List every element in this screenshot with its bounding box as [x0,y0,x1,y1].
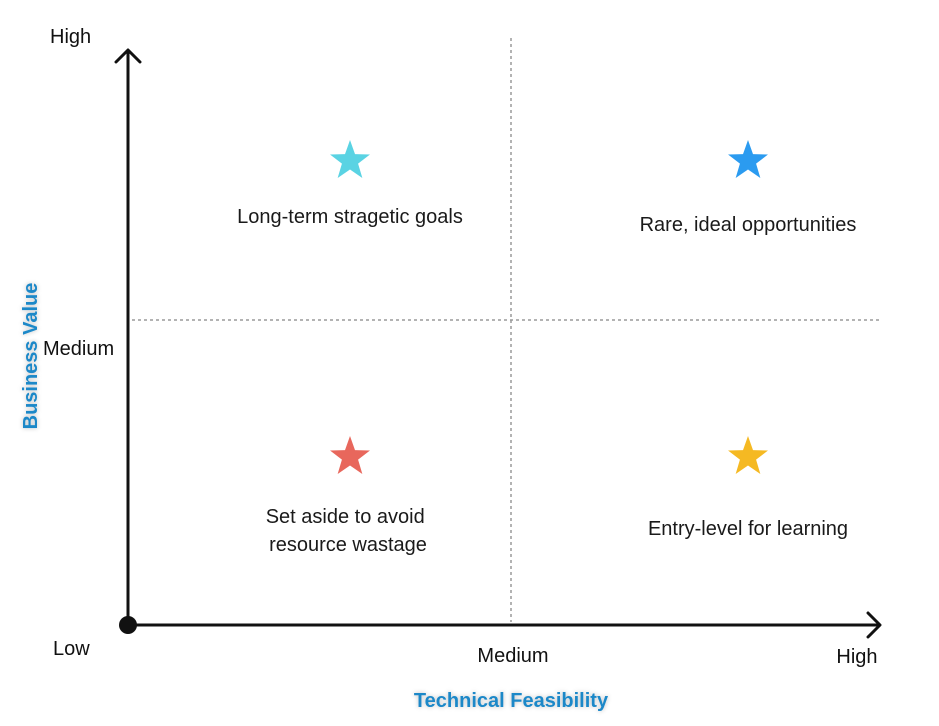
star-icon-bottom-right [728,436,768,474]
star-icon-top-right [728,140,768,178]
star-icon-bottom-left [330,436,370,474]
star-shape [330,436,370,474]
quadrant-label-top-left: Long-term stragetic goals [237,206,463,228]
x-axis-arrow-icon [866,611,882,639]
x-tick-high: High [836,646,877,668]
y-tick-medium: Medium [43,338,114,360]
quadrant-label-top-right: Rare, ideal opportunities [640,214,857,236]
quadrant-label-bottom-right: Entry-level for learning [648,518,848,540]
star-icon-top-left [330,140,370,178]
star-shape [330,140,370,178]
quadrant-label-bottom-left: Set aside to avoid resource wastage [266,506,431,556]
x-tick-medium: Medium [477,645,548,667]
y-axis-title: Business Value [20,283,42,430]
y-axis-arrow-icon [114,48,142,64]
star-shape [728,140,768,178]
y-tick-low: Low [53,638,90,660]
star-shape [728,436,768,474]
origin-dot [119,616,137,634]
x-axis-title: Technical Feasibility [414,690,609,712]
y-tick-high: High [50,26,91,48]
